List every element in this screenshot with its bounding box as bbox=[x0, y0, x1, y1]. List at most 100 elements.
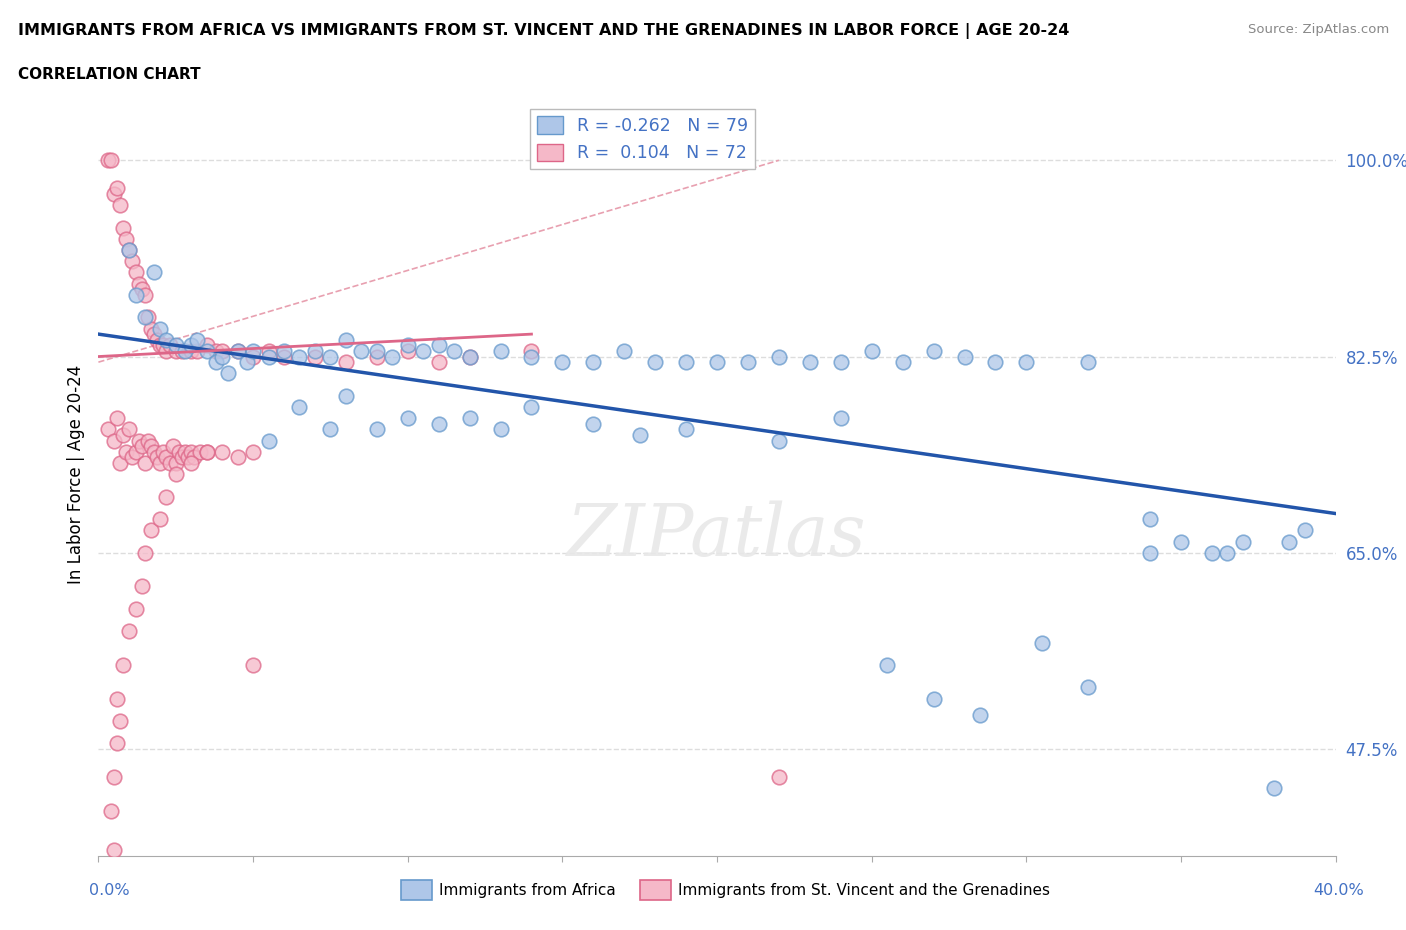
Point bbox=[152, 338, 174, 352]
Point bbox=[969, 708, 991, 723]
Point bbox=[211, 445, 233, 459]
Point bbox=[103, 770, 125, 785]
Point bbox=[458, 411, 481, 426]
Point bbox=[139, 321, 162, 336]
Point bbox=[97, 153, 120, 167]
Point bbox=[257, 433, 280, 448]
Point bbox=[190, 445, 212, 459]
Point bbox=[396, 411, 419, 426]
Text: 40.0%: 40.0% bbox=[1313, 883, 1364, 897]
Point bbox=[335, 354, 357, 369]
Point bbox=[180, 456, 202, 471]
Text: Immigrants from Africa: Immigrants from Africa bbox=[439, 883, 616, 897]
Point bbox=[489, 422, 512, 437]
Point bbox=[257, 349, 280, 364]
Point bbox=[1201, 545, 1223, 560]
Point bbox=[159, 338, 181, 352]
Point bbox=[217, 365, 239, 380]
Point bbox=[427, 338, 450, 352]
Text: CORRELATION CHART: CORRELATION CHART bbox=[18, 67, 201, 82]
Point bbox=[180, 343, 202, 358]
Legend: R = -0.262   N = 79, R =  0.104   N = 72: R = -0.262 N = 79, R = 0.104 N = 72 bbox=[530, 110, 755, 169]
Point bbox=[146, 450, 169, 465]
Point bbox=[205, 343, 228, 358]
Point bbox=[108, 456, 131, 471]
Point bbox=[273, 349, 295, 364]
Point bbox=[891, 354, 914, 369]
Point bbox=[1170, 534, 1192, 549]
Point bbox=[768, 349, 790, 364]
Point bbox=[143, 265, 166, 280]
Point bbox=[1077, 354, 1099, 369]
Point bbox=[155, 343, 177, 358]
Point bbox=[195, 445, 218, 459]
Point bbox=[131, 282, 153, 297]
Point bbox=[242, 343, 264, 358]
Point bbox=[118, 243, 141, 258]
Point bbox=[366, 422, 388, 437]
Point bbox=[366, 343, 388, 358]
Point bbox=[236, 354, 259, 369]
Point bbox=[105, 411, 128, 426]
Point bbox=[134, 545, 156, 560]
Point bbox=[165, 456, 187, 471]
Point bbox=[115, 445, 138, 459]
Point bbox=[128, 276, 150, 291]
Point bbox=[136, 310, 159, 325]
Point bbox=[922, 343, 945, 358]
Point bbox=[242, 445, 264, 459]
Point bbox=[139, 439, 162, 454]
Point bbox=[304, 349, 326, 364]
Point bbox=[226, 343, 249, 358]
Point bbox=[186, 332, 208, 347]
Point bbox=[170, 343, 193, 358]
Point bbox=[427, 417, 450, 432]
Point bbox=[180, 338, 202, 352]
Point bbox=[124, 265, 146, 280]
Point bbox=[174, 343, 197, 358]
Point bbox=[195, 445, 218, 459]
Point bbox=[105, 736, 128, 751]
Point bbox=[124, 287, 146, 302]
Point bbox=[118, 624, 141, 639]
Point bbox=[180, 445, 202, 459]
Point bbox=[165, 338, 187, 352]
Point bbox=[257, 343, 280, 358]
Point bbox=[170, 450, 193, 465]
Point bbox=[162, 439, 184, 454]
Point bbox=[350, 343, 373, 358]
Point bbox=[226, 343, 249, 358]
Y-axis label: In Labor Force | Age 20-24: In Labor Force | Age 20-24 bbox=[66, 365, 84, 584]
Point bbox=[143, 445, 166, 459]
Point bbox=[174, 445, 197, 459]
Point bbox=[984, 354, 1007, 369]
Point bbox=[205, 354, 228, 369]
Point bbox=[136, 433, 159, 448]
Point bbox=[768, 433, 790, 448]
Point bbox=[134, 287, 156, 302]
Point bbox=[155, 332, 177, 347]
Point bbox=[628, 428, 651, 443]
Point bbox=[427, 354, 450, 369]
Point bbox=[211, 343, 233, 358]
Point bbox=[167, 445, 190, 459]
Point bbox=[195, 343, 218, 358]
Point bbox=[211, 349, 233, 364]
Point bbox=[458, 349, 481, 364]
Text: IMMIGRANTS FROM AFRICA VS IMMIGRANTS FROM ST. VINCENT AND THE GRENADINES IN LABO: IMMIGRANTS FROM AFRICA VS IMMIGRANTS FRO… bbox=[18, 23, 1070, 39]
Point bbox=[165, 467, 187, 482]
Text: Source: ZipAtlas.com: Source: ZipAtlas.com bbox=[1249, 23, 1389, 36]
Point bbox=[443, 343, 465, 358]
Point bbox=[458, 349, 481, 364]
Point bbox=[183, 450, 205, 465]
Point bbox=[381, 349, 404, 364]
Point bbox=[922, 691, 945, 706]
Point bbox=[134, 456, 156, 471]
Point bbox=[1294, 523, 1316, 538]
Point bbox=[335, 389, 357, 404]
Point bbox=[1015, 354, 1038, 369]
Point bbox=[195, 338, 218, 352]
Point bbox=[830, 354, 852, 369]
Text: Immigrants from St. Vincent and the Grenadines: Immigrants from St. Vincent and the Gren… bbox=[678, 883, 1050, 897]
Text: ZIPatlas: ZIPatlas bbox=[567, 500, 868, 571]
